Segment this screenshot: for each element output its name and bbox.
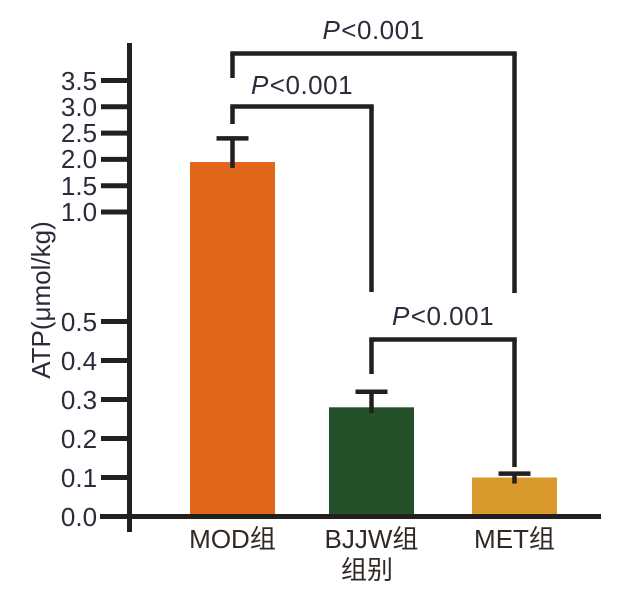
- y-tick-label-3.5: 3.5: [60, 65, 98, 96]
- bar-bjjw: [329, 407, 414, 517]
- bar-met: [472, 477, 557, 517]
- bar-mod: [190, 162, 275, 517]
- y-axis-title: ATP(μmol/kg): [26, 221, 56, 379]
- y-tick-label-0.2: 0.2: [60, 423, 98, 454]
- y-tick-label-0.4: 0.4: [60, 345, 98, 376]
- y-tick-label-1.5: 1.5: [60, 170, 98, 201]
- y-tick-label-2.5: 2.5: [60, 118, 98, 149]
- p-value-label-1: P<0.001: [322, 15, 425, 45]
- p-value-label-2: P<0.001: [250, 70, 354, 100]
- x-tick-label-bjjw: BJJW组: [324, 524, 419, 554]
- y-tick-label-3.0: 3.0: [60, 91, 98, 122]
- p-value-label-3: P<0.001: [391, 301, 495, 331]
- x-axis-title: 组别: [340, 555, 394, 585]
- x-tick-label-met: MET组: [474, 524, 555, 554]
- y-tick-label-2.0: 2.0: [60, 144, 98, 175]
- y-tick-label-0.3: 0.3: [60, 384, 98, 415]
- y-tick-label-0.0: 0.0: [60, 501, 98, 532]
- y-tick-label-1.0: 1.0: [60, 197, 98, 227]
- y-tick-label-0.5: 0.5: [60, 306, 98, 337]
- x-tick-label-mod: MOD组: [189, 524, 276, 554]
- y-tick-label-0.1: 0.1: [60, 462, 98, 493]
